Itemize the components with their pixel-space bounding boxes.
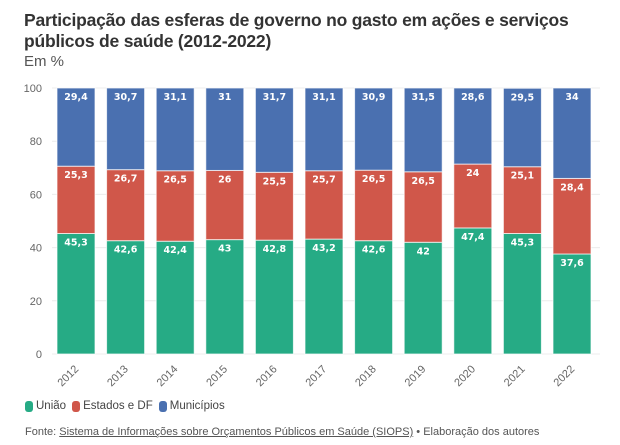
data-label: 30,9 [362,92,385,103]
x-tick-label: 2013 [105,363,131,389]
data-label: 25,5 [263,176,286,187]
y-tick-label: 0 [36,349,42,361]
bar-segment-munic-pios[interactable] [453,87,493,165]
x-tick-label: 2019 [403,363,429,389]
data-label: 28,6 [461,92,485,103]
y-axis: 0 20 40 60 80 100 [24,83,42,361]
data-label: 42,8 [263,244,287,255]
bar-segment-munic-pios[interactable] [354,87,394,171]
data-label: 42,6 [362,245,386,256]
data-label: 42,6 [114,245,138,256]
legend-swatch-municipios [158,400,167,412]
bar-segment-munic-pios[interactable] [56,87,96,167]
data-label: 25,3 [64,170,87,181]
x-axis: 2012 2013 2014 2015 2016 2017 2018 2019 2020 2021… [55,363,577,389]
y-tick-label: 40 [30,243,42,255]
bar-segment-munic-pios[interactable] [502,87,542,168]
data-label: 26,5 [362,174,385,185]
y-tick-label: 80 [30,136,42,148]
data-label: 24 [466,168,480,179]
y-tick-label: 20 [30,296,42,308]
data-label: 28,4 [560,182,584,193]
data-label: 25,1 [511,171,534,182]
bar-segment-munic-pios[interactable] [403,87,443,173]
legend-swatch-uniao [25,400,33,412]
data-label: 26 [218,174,232,185]
data-label: 43,2 [312,243,335,254]
source-suffix: • Elaboração dos autores [413,426,540,438]
y-tick-label: 60 [30,189,42,201]
bar-segment-estados-e-df[interactable] [56,165,96,235]
bar-segment-munic-pios[interactable] [106,87,146,171]
data-label: 30,7 [114,92,137,103]
source-note: Fonte: Sistema de Informações sobre Orça… [25,426,539,438]
data-label: 29,4 [64,92,88,103]
bar-segment-estados-e-df[interactable] [403,171,443,243]
data-label: 43 [218,244,231,255]
x-tick-label: 2017 [303,363,329,389]
legend-item-estados[interactable]: Estados e DF [72,400,153,412]
legend: União Estados e DF Municípios [25,400,225,412]
bar-segment-uni-o[interactable] [453,227,493,355]
bar-segment-uni-o[interactable] [502,233,542,355]
bar-segment-uni-o[interactable] [56,233,96,355]
stacked-bar-chart: 0 20 40 60 80 100 45,3 25,3 29,4 42,6 26,7 30,7 42,… [24,83,600,389]
x-tick-label: 2021 [502,363,528,389]
data-label: 34 [565,92,579,103]
data-label: 31,7 [263,92,286,103]
bar-segment-estados-e-df[interactable] [155,170,195,242]
data-label: 42 [417,246,430,257]
chart-title: Participação das esferas de governo no g… [24,10,569,51]
data-label: 26,7 [114,174,137,185]
x-tick-label: 2022 [551,363,577,389]
legend-label: Municípios [169,400,225,412]
legend-item-uniao[interactable]: União [25,400,66,412]
x-tick-label: 2018 [353,363,379,389]
data-label: 45,3 [511,238,534,249]
source-prefix: Fonte: [25,426,60,438]
data-label: 31,5 [411,92,434,103]
data-label: 31 [218,92,231,103]
data-label: 26,5 [163,175,186,186]
legend-swatch-estados [72,400,81,412]
chart-subtitle: Em % [24,53,65,70]
legend-label: Estados e DF [83,400,153,412]
legend-item-municipios[interactable]: Municípios [158,400,225,412]
bar-segment-uni-o[interactable] [403,241,443,355]
data-label: 31,1 [312,92,335,103]
data-label: 26,5 [411,176,434,187]
bars: 45,3 25,3 29,4 42,6 26,7 30,7 42,4 26,5 31,1 43 26… [56,87,592,355]
x-tick-label: 2016 [254,363,280,389]
bar-segment-munic-pios[interactable] [304,87,344,172]
x-tick-label: 2014 [155,363,181,389]
data-label: 37,6 [560,258,584,269]
bar-segment-uni-o[interactable] [155,240,195,355]
source-link[interactable]: Sistema de Informações sobre Orçamentos … [59,426,414,438]
y-tick-label: 100 [24,83,42,95]
data-label: 29,5 [511,92,534,103]
bar-segment-uni-o[interactable] [304,238,344,355]
legend-label: União [36,400,67,412]
bar-segment-uni-o[interactable] [552,253,592,355]
data-label: 45,3 [64,238,87,249]
data-label: 31,1 [163,92,186,103]
x-tick-label: 2020 [452,363,478,389]
bar-segment-munic-pios[interactable] [205,87,245,171]
bar-segment-uni-o[interactable] [205,239,245,355]
data-label: 25,7 [312,175,335,186]
bar-segment-estados-e-df[interactable] [502,166,542,235]
bar-segment-uni-o[interactable] [354,240,394,355]
data-label: 42,4 [163,245,187,256]
bar-segment-estados-e-df[interactable] [304,170,344,240]
bar-segment-munic-pios[interactable] [552,87,592,179]
bar-segment-uni-o[interactable] [106,240,146,355]
data-label: 47,4 [461,232,485,243]
bar-segment-munic-pios[interactable] [254,87,294,173]
bar-segment-estados-e-df[interactable] [354,169,394,242]
bar-segment-munic-pios[interactable] [155,87,195,172]
bar-segment-estados-e-df[interactable] [106,169,146,242]
bar-segment-uni-o[interactable] [254,239,294,355]
x-tick-label: 2015 [204,363,230,389]
x-tick-label: 2012 [55,363,81,389]
